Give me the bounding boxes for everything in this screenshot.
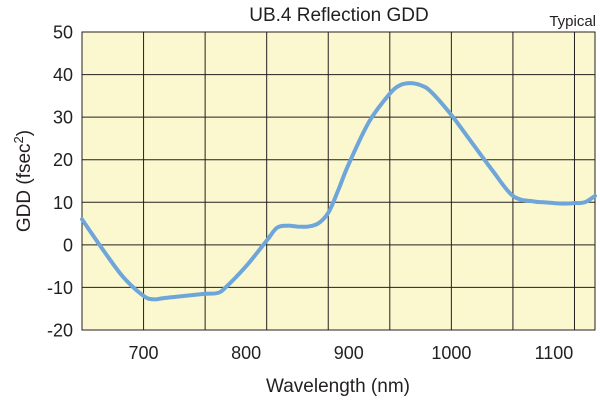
typical-note: Typical [549,13,596,30]
x-tick-label: 700 [129,343,159,363]
x-axis-ticks: 700 800 900 1000 1100 [129,343,574,363]
y-axis-title-close: ) [14,130,35,136]
x-axis-title: Wavelength (nm) [266,376,410,397]
y-tick-label: 10 [53,193,73,213]
y-tick-label: -10 [47,278,73,298]
y-tick-label: 20 [53,150,73,170]
grid-lines [82,31,595,331]
gdd-series-line [80,81,597,302]
y-axis-title-superscript: 2 [11,136,26,143]
y-axis-title-main: GDD (fsec [14,143,35,232]
x-tick-label: 800 [231,343,261,363]
x-tick-label: 1000 [431,343,471,363]
x-tick-label: 1100 [535,343,574,363]
y-tick-label: 40 [53,65,73,85]
y-tick-label: 0 [63,235,73,255]
y-axis-ticks: 50 40 30 20 10 0 -10 -20 [47,23,73,341]
chart-title: UB.4 Reflection GDD [249,5,429,26]
y-tick-label: 30 [53,108,73,128]
x-tick-label: 900 [334,343,364,363]
y-axis-title: GDD (fsec2) [11,130,35,232]
plot-area [81,31,596,331]
y-tick-label: 50 [53,23,73,43]
y-tick-label: -20 [47,321,73,341]
